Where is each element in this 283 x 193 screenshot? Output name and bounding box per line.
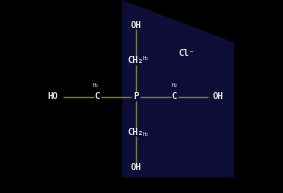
Polygon shape — [122, 0, 234, 178]
Text: CH₂: CH₂ — [128, 128, 144, 137]
Text: H₂: H₂ — [143, 56, 150, 61]
Text: C: C — [171, 92, 177, 101]
Text: P: P — [133, 92, 138, 101]
Text: C: C — [95, 92, 100, 101]
Text: OH: OH — [130, 163, 141, 172]
Text: OH: OH — [213, 92, 224, 101]
Text: HO: HO — [48, 92, 59, 101]
Text: CH₂: CH₂ — [128, 56, 144, 65]
Text: OH: OH — [130, 21, 141, 30]
Text: H₂: H₂ — [172, 83, 179, 88]
Text: Cl⁻: Cl⁻ — [179, 49, 195, 58]
Text: H₂: H₂ — [143, 132, 150, 137]
Text: H₂: H₂ — [93, 83, 99, 88]
